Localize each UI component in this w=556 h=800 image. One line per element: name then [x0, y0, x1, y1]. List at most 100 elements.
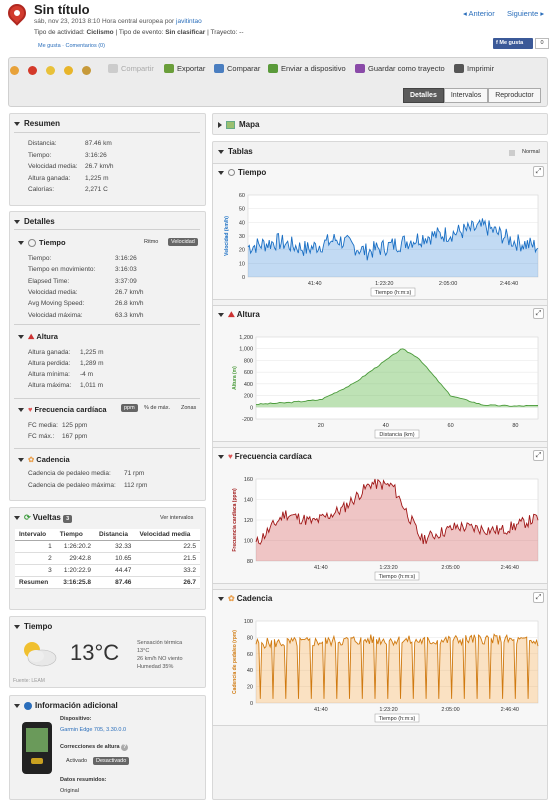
summary-label: Calorías:: [28, 186, 55, 193]
pct-max-toggle[interactable]: % de máx.: [144, 405, 170, 411]
corrections-off[interactable]: Desactivado: [93, 757, 130, 765]
share-icon: [108, 64, 118, 73]
details-time-title[interactable]: Tiempo: [18, 238, 66, 248]
tables-title[interactable]: Tablas: [218, 147, 253, 156]
x-tick-label: 40: [383, 423, 389, 429]
share-button[interactable]: Compartir: [108, 64, 154, 73]
x-tick-label: 41:40: [314, 565, 328, 571]
tab-details[interactable]: Detalles: [403, 88, 444, 103]
summary-value: 3:16:26: [85, 151, 107, 159]
cadence-stat-label: Cadencia de pedaleo media:: [28, 470, 111, 477]
details-title[interactable]: Detalles: [14, 217, 55, 226]
laps-cell: 1:26:20.2: [55, 540, 96, 553]
y-tick-label: 1,000: [239, 347, 253, 353]
table-row: 3 1:20:22.9 44.47 33.2: [15, 564, 200, 577]
help-icon[interactable]: ?: [121, 744, 129, 751]
summary-label: Altura ganada:: [28, 174, 71, 182]
time-stat-label: Velocidad máxima:: [28, 311, 83, 319]
weather-source: Fuente: LEAM: [13, 678, 45, 684]
x-tick-label: 41:40: [308, 281, 322, 287]
altitude-stat-value: 1,225 m: [80, 349, 104, 356]
y-tick-label: 100: [244, 619, 253, 625]
print-button[interactable]: Imprimir: [454, 64, 494, 73]
y-axis-label: Velocidad (km/h): [224, 216, 230, 256]
expand-icon[interactable]: ⤢: [533, 450, 544, 461]
tab-player[interactable]: Reproductor: [488, 88, 541, 103]
altitude-stat-label: Altura máxima:: [28, 382, 72, 389]
device-link[interactable]: Garmin Edge 705, 3.30.0.0: [60, 727, 127, 733]
laps-header-cell[interactable]: Velocidad media: [135, 529, 200, 541]
weather-title[interactable]: Tiempo: [14, 622, 52, 631]
next-link[interactable]: Siguiente ▸: [507, 9, 545, 18]
time-stat-value: 26.7 km/h: [115, 288, 144, 296]
time-stat-value: 63.3 km/h: [115, 311, 144, 319]
privacy-icon[interactable]: [82, 66, 91, 75]
cadence-chart-title[interactable]: ✿ Cadencia: [218, 594, 272, 603]
x-axis-selector: [370, 287, 416, 297]
laps-header-cell[interactable]: Distancia: [95, 529, 136, 541]
x-axis-selector-label: Tiempo (h:m:s): [375, 290, 412, 296]
laps-cell: 33.2: [135, 564, 200, 577]
activity-meta: Tipo de actividad: Ciclismo | Tipo de ev…: [34, 29, 244, 36]
y-tick-label: 400: [244, 382, 253, 388]
time-stat-value: 26.8 km/h: [115, 300, 144, 308]
y-tick-label: 20: [239, 248, 245, 254]
tab-laps[interactable]: Intervalos: [443, 88, 489, 103]
cadence-icon: ✿: [28, 455, 35, 464]
summary-label: Velocidad media:: [28, 163, 78, 170]
view-laps-link[interactable]: Ver intervalos: [160, 515, 194, 521]
compare-button[interactable]: Comparar: [214, 64, 260, 73]
laps-header-cell[interactable]: Tiempo: [55, 529, 96, 541]
likes-comments-link[interactable]: Me gusta · Comentarios (0): [38, 43, 105, 49]
page-title[interactable]: Sin título: [34, 2, 90, 17]
temperature-value: 13°C: [70, 640, 120, 665]
zones-toggle[interactable]: Zonas: [181, 405, 197, 411]
laps-title[interactable]: ⟳ Vueltas 3: [14, 513, 73, 523]
x-axis-selector: [374, 429, 420, 439]
speed-chart-title[interactable]: Tiempo: [218, 168, 266, 177]
altitude-stat-label: Altura mínima:: [28, 371, 70, 378]
laps-icon: ⟳: [24, 513, 31, 522]
laps-header-row: Intervalo Tiempo Distancia Velocidad media: [15, 529, 200, 541]
delete-icon[interactable]: [28, 66, 37, 75]
map-title[interactable]: Mapa: [218, 120, 259, 129]
altitude-icon: ⛰: [228, 310, 235, 319]
ppm-toggle[interactable]: ppm: [121, 404, 138, 412]
toolbar-icons: [10, 66, 100, 75]
bell-icon[interactable]: [46, 66, 55, 75]
facebook-like-button[interactable]: f Me gusta: [493, 38, 533, 49]
rhythm-toggle[interactable]: Ritmo: [144, 239, 159, 245]
previous-link[interactable]: ◂ Anterior: [463, 9, 495, 18]
details-altitude-title[interactable]: ⛰ Altura: [18, 332, 58, 342]
expand-icon[interactable]: ⤢: [533, 592, 544, 603]
expand-icon[interactable]: ⤢: [533, 166, 544, 177]
laps-header-cell[interactable]: Intervalo: [15, 529, 56, 541]
normal-checkbox[interactable]: [509, 150, 515, 156]
edit-icon[interactable]: [10, 66, 19, 75]
summary-panel: [9, 113, 206, 206]
heart-chart-title[interactable]: ♥ Frecuencia cardíaca: [218, 452, 312, 461]
speed-toggle[interactable]: Velocidad: [168, 238, 198, 246]
author-link[interactable]: javitintao: [176, 18, 202, 25]
export-button[interactable]: Exportar: [164, 64, 205, 73]
time-stat-label: Avg Moving Speed:: [28, 300, 85, 308]
send-to-device-button[interactable]: Enviar a dispositivo: [268, 64, 346, 73]
y-tick-label: 200: [244, 394, 253, 400]
user-icon[interactable]: [64, 66, 73, 75]
y-tick-label: 30: [239, 234, 245, 240]
extra-info-title[interactable]: Información adicional: [14, 701, 118, 710]
corrections-on[interactable]: Activado: [66, 758, 88, 764]
summary-data-label: Datos resumidos:: [60, 777, 107, 783]
altitude-chart-title[interactable]: ⛰ Altura: [218, 310, 260, 320]
time-stat-value: 3:37:09: [115, 277, 137, 285]
y-axis-label: Frecuencia cardíaca (ppm): [232, 488, 238, 552]
printer-icon: [454, 64, 464, 73]
summary-title[interactable]: Resumen: [14, 119, 60, 128]
details-cadence-title[interactable]: ✿ Cadencia: [18, 455, 70, 464]
details-heart-title[interactable]: ♥ Frecuencia cardíaca: [18, 405, 107, 414]
save-course-button[interactable]: Guardar como trayecto: [355, 64, 445, 73]
expand-icon[interactable]: ⤢: [533, 308, 544, 319]
y-tick-label: 120: [244, 518, 253, 524]
y-tick-label: 600: [244, 370, 253, 376]
